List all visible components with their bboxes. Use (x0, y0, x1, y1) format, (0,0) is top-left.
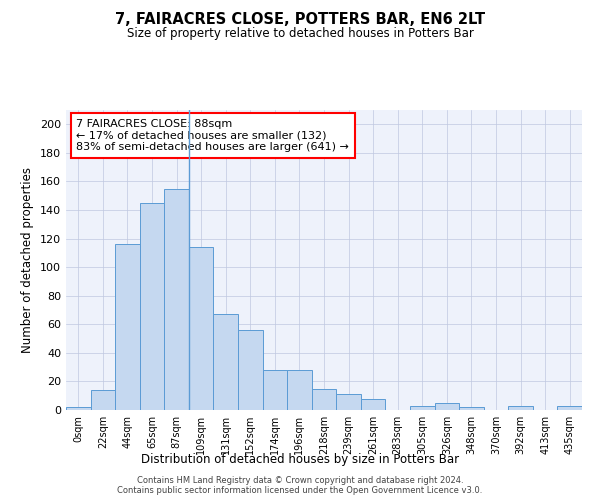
Bar (312, 388, 336, 410)
Bar (189, 247, 214, 410)
Bar (66, 407, 91, 410)
Y-axis label: Number of detached properties: Number of detached properties (22, 167, 34, 353)
Text: Contains HM Land Registry data © Crown copyright and database right 2024.
Contai: Contains HM Land Registry data © Crown c… (118, 476, 482, 495)
Bar (238, 330, 263, 410)
Text: 7, FAIRACRES CLOSE, POTTERS BAR, EN6 2LT: 7, FAIRACRES CLOSE, POTTERS BAR, EN6 2LT (115, 12, 485, 28)
Bar (361, 398, 385, 410)
Bar (434, 403, 459, 410)
Bar (557, 406, 582, 410)
Text: Distribution of detached houses by size in Potters Bar: Distribution of detached houses by size … (141, 452, 459, 466)
Bar (410, 406, 434, 410)
Bar (336, 394, 361, 410)
Bar (115, 244, 140, 410)
Bar (263, 370, 287, 410)
Bar (214, 314, 238, 410)
Text: 7 FAIRACRES CLOSE: 88sqm
← 17% of detached houses are smaller (132)
83% of semi-: 7 FAIRACRES CLOSE: 88sqm ← 17% of detach… (76, 119, 349, 152)
Bar (508, 406, 533, 410)
Bar (91, 390, 115, 410)
Text: Size of property relative to detached houses in Potters Bar: Size of property relative to detached ho… (127, 28, 473, 40)
Bar (164, 188, 189, 410)
Bar (459, 407, 484, 410)
Bar (287, 370, 312, 410)
Bar (140, 203, 164, 410)
